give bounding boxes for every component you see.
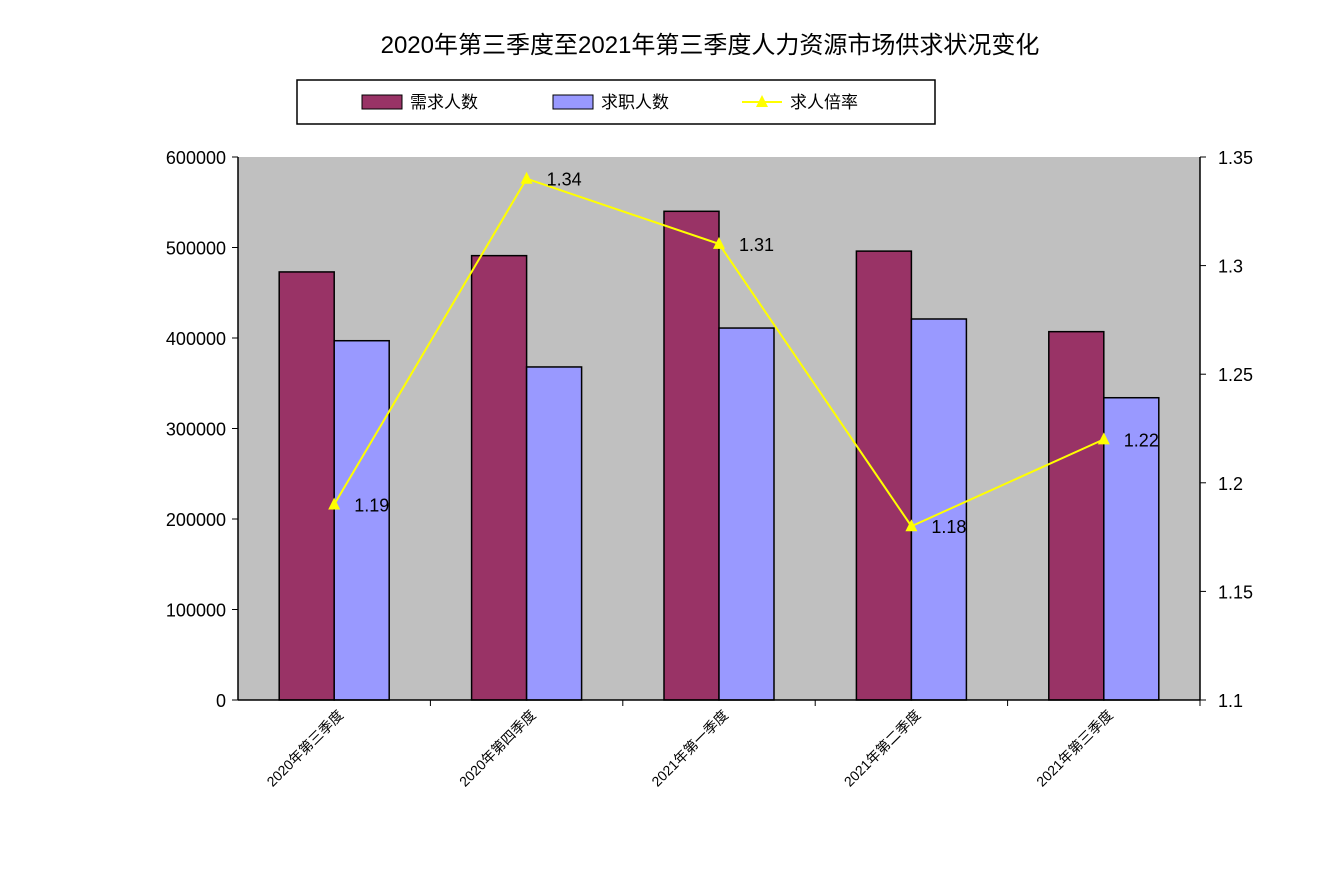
y-tick-label: 0 xyxy=(216,691,226,711)
bar-supply xyxy=(525,366,583,701)
y2-tick-label: 1.3 xyxy=(1218,257,1243,277)
legend-label: 求职人数 xyxy=(601,93,669,112)
bar-demand xyxy=(855,250,913,701)
legend-label: 需求人数 xyxy=(410,93,478,112)
y2-tick-label: 1.15 xyxy=(1218,582,1253,602)
ratio-marker xyxy=(520,171,533,184)
x-tick-label: 2021年第三季度 xyxy=(1033,707,1116,790)
bar-supply xyxy=(718,327,775,701)
ratio-data-label: 1.22 xyxy=(1124,430,1159,450)
ratio-data-label: 1.18 xyxy=(931,517,966,537)
chart-title: 2020年第三季度至2021年第三季度人力资源市场供求状况变化 xyxy=(381,32,1040,59)
ratio-data-label: 1.31 xyxy=(739,235,774,255)
bar-supply xyxy=(333,339,390,701)
y2-tick-label: 1.1 xyxy=(1218,691,1243,711)
y-tick-label: 400000 xyxy=(166,329,226,349)
bar-demand xyxy=(470,254,528,701)
ratio-marker xyxy=(328,497,341,510)
x-tick-label: 2020年第四季度 xyxy=(456,707,539,790)
y-tick-label: 600000 xyxy=(166,148,226,168)
ratio-marker xyxy=(905,519,918,532)
y2-tick-label: 1.35 xyxy=(1218,148,1253,168)
ratio-data-label: 1.34 xyxy=(547,170,582,190)
y-tick-label: 500000 xyxy=(166,239,226,259)
ratio-marker xyxy=(713,236,725,249)
plot-area: 2020年第三季度 2020年第四季度 2021年第一季度 2021年第二季度 2021… xyxy=(166,148,1253,790)
legend-swatch xyxy=(552,94,594,110)
x-tick-label: 2021年第二季度 xyxy=(841,707,924,790)
ratio-marker xyxy=(1097,432,1110,445)
x-tick-label: 2020年第三季度 xyxy=(263,707,346,790)
y-tick-label: 200000 xyxy=(166,510,226,530)
bar-demand xyxy=(1048,330,1105,701)
ratio-data-label: 1.19 xyxy=(354,496,389,516)
legend-label: 求人倍率 xyxy=(790,93,858,112)
bar-demand xyxy=(663,210,720,701)
x-tick-label: 2021年第一季度 xyxy=(648,707,731,790)
legend: 需求人数 求职人数 求人倍率 xyxy=(296,79,936,125)
bar-demand xyxy=(278,271,335,701)
y2-tick-label: 1.25 xyxy=(1218,365,1253,385)
y2-tick-label: 1.2 xyxy=(1218,474,1243,494)
y-tick-label: 300000 xyxy=(166,420,226,440)
legend-swatch xyxy=(361,94,403,110)
legend-box xyxy=(296,79,936,125)
y-tick-label: 100000 xyxy=(166,601,226,621)
legend-marker xyxy=(756,95,768,107)
bar-supply xyxy=(910,318,968,701)
